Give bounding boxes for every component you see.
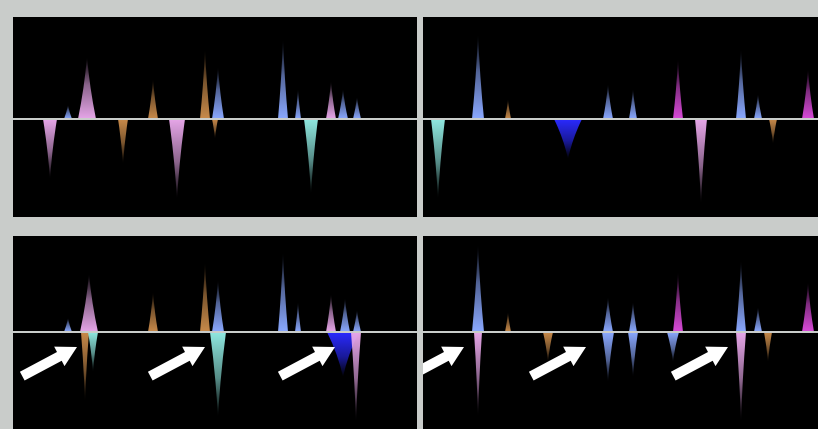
spectral-peak: [64, 318, 72, 332]
spectral-peak: [326, 294, 336, 332]
spectral-peak: [629, 302, 637, 332]
spectral-peak: [472, 34, 484, 119]
spectral-peak: [278, 39, 288, 119]
spectral-peak: [353, 97, 361, 119]
spectral-peak: [472, 244, 484, 332]
spectral-peak: [736, 49, 746, 119]
spectral-peak: [695, 119, 707, 204]
bottom-right-spectrum: [423, 244, 818, 422]
annotation-arrow: [670, 346, 728, 381]
spectral-peak: [431, 119, 445, 199]
spectral-peak: [78, 57, 96, 119]
spectral-peak: [88, 332, 98, 372]
spectral-peak: [212, 280, 224, 332]
spectral-peak: [338, 89, 348, 119]
annotation-arrow: [423, 346, 464, 375]
spectral-peak: [353, 310, 361, 332]
spectral-peak: [295, 302, 301, 332]
bottom-right-panel: [423, 236, 818, 429]
spectral-peak: [673, 59, 683, 119]
spectral-peak: [210, 332, 226, 417]
baseline: [13, 331, 417, 333]
spectral-peak: [327, 332, 359, 377]
spectral-peak: [200, 262, 210, 332]
top-right-panel: [423, 17, 818, 217]
annotation-arrow: [19, 346, 78, 381]
spectral-peak: [602, 332, 614, 382]
annotation-arrow: [277, 346, 335, 381]
spectral-peak: [802, 69, 814, 119]
spectral-peak: [148, 79, 158, 119]
spectral-peak: [148, 292, 158, 332]
spectral-peak: [736, 260, 746, 332]
spectral-peak: [200, 49, 210, 119]
spectral-peak: [736, 332, 746, 422]
top-left-panel: [13, 17, 417, 217]
bottom-band: [0, 228, 818, 429]
spectral-peak: [340, 298, 350, 332]
spectral-peak: [212, 119, 218, 139]
spectral-peak: [673, 272, 683, 332]
spectral-peak: [629, 89, 637, 119]
bottom-left-spectrum: [13, 252, 417, 422]
baseline: [423, 118, 818, 120]
spectral-peak: [64, 105, 72, 119]
spectral-peak: [505, 312, 511, 332]
spectral-peak: [554, 119, 582, 159]
spectral-peak: [769, 119, 777, 144]
annotation-arrow: [147, 346, 205, 381]
spectral-peak: [667, 332, 679, 362]
bottom-left-panel: [13, 236, 417, 429]
spectral-peak: [43, 119, 57, 179]
spectral-peak: [295, 89, 301, 119]
spectral-peak: [212, 67, 224, 119]
top-band: [0, 9, 818, 217]
spectral-peak: [603, 297, 613, 332]
spectral-peak: [505, 99, 511, 119]
spectral-peak: [628, 332, 638, 377]
spectral-peak: [754, 94, 762, 119]
spectral-peak: [326, 81, 336, 119]
spectral-peak: [80, 274, 98, 332]
spectral-peak: [603, 84, 613, 119]
spectral-peak: [81, 332, 89, 402]
spectral-peak: [351, 332, 361, 422]
spectral-peak: [169, 119, 185, 199]
spectral-peak: [543, 332, 553, 362]
annotation-arrow: [528, 346, 586, 381]
spectral-peak: [118, 119, 128, 164]
baseline: [423, 331, 818, 333]
spectral-peak: [764, 332, 772, 362]
top-right-spectrum: [423, 34, 818, 204]
top-left-spectrum: [13, 39, 417, 199]
spectral-peak: [754, 307, 762, 332]
baseline: [13, 118, 417, 120]
spectral-peak: [474, 332, 482, 417]
spectral-peak: [304, 119, 318, 194]
spectral-peak: [802, 282, 814, 332]
spectral-peak: [278, 252, 288, 332]
